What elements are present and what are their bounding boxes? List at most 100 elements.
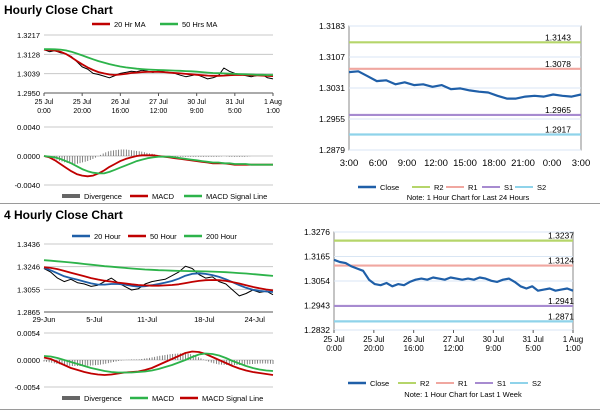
4h-price-xtick-label: 29-Jun xyxy=(33,315,56,324)
4h-levels-ytick: 1.2943 xyxy=(304,301,330,311)
hourly-price-xtick-label: 5:00 xyxy=(228,108,242,115)
hourly-price-xtick-label: 0:00 xyxy=(37,108,51,115)
hourly-price-ytick: 1.2950 xyxy=(17,89,40,98)
hourly-price-xtick-label: 31 Jul xyxy=(225,99,244,106)
4h-levels-xtick-label: 5:00 xyxy=(525,344,541,353)
4h-levels-legend-s1-label: S1 xyxy=(497,379,506,388)
hourly-price-xtick-label: 25 Jul xyxy=(35,99,54,106)
hourly-levels-ytick: 1.2879 xyxy=(319,145,345,155)
hourly-levels-xtick-label: 0:00 xyxy=(543,158,562,169)
4h-levels-xtick-label: 25 Jul xyxy=(323,335,345,344)
hourly-levels-legend-r1-label: R1 xyxy=(468,183,478,192)
hourly-price-50-hrs-ma-line xyxy=(44,48,273,76)
hourly-levels-xtick-label: 9:00 xyxy=(398,158,417,169)
4h-price-xtick-label: 18-Jul xyxy=(194,315,215,324)
hourly-price-xtick-label: 26 Jul xyxy=(111,99,130,106)
4h-levels-legend-s2-label: S2 xyxy=(532,379,541,388)
4h-levels-xtick-label: 16:00 xyxy=(404,344,425,353)
4h-levels-xtick-label: 25 Jul xyxy=(363,335,385,344)
4h-price-xtick-label: 24-Jul xyxy=(244,315,265,324)
hourly-levels-xtick-label: 15:00 xyxy=(453,158,477,169)
hourly-levels-xtick-label: 12:00 xyxy=(424,158,448,169)
4h-price-200-hour-line xyxy=(43,259,274,277)
hourly-macd-macd-signal-line-line xyxy=(43,155,273,175)
4h-price-close-line xyxy=(43,265,274,297)
hourly-price-xtick-label: 25 Jul xyxy=(73,99,92,106)
4h-levels-legend-r1-label: R1 xyxy=(458,379,468,388)
hourly-levels-ytick: 1.3031 xyxy=(319,83,345,93)
hourly-levels-ytick: 1.3183 xyxy=(319,21,345,31)
bottom-divider xyxy=(0,409,600,410)
4h-levels-ytick: 1.3165 xyxy=(304,252,330,262)
hourly-legend-50ma-label: 50 Hrs MA xyxy=(182,20,217,29)
hourly-price-xtick-label: 20:00 xyxy=(73,108,91,115)
4h-price-ytick: 1.3055 xyxy=(17,285,40,294)
hourly-levels-xtick-label: 18:00 xyxy=(482,158,506,169)
hourly-price-xtick-label: 27 Jul xyxy=(149,99,168,106)
4h-legend-20h-label: 20 Hour xyxy=(94,232,121,241)
4h-levels-ytick: 1.3276 xyxy=(304,227,330,237)
hourly-levels-level-value: 1.2965 xyxy=(545,105,571,115)
hourly-levels-note: Note: 1 Hour Chart for Last 24 Hours xyxy=(407,193,530,202)
hourly-levels-xtick-label: 21:00 xyxy=(511,158,535,169)
4h-levels-legend-r2-label: R2 xyxy=(420,379,430,388)
hourly-price-xtick-label: 9:00 xyxy=(190,108,204,115)
hourly-levels-xtick-label: 3:00 xyxy=(340,158,359,169)
4h-levels-xtick-label: 12:00 xyxy=(443,344,464,353)
hourly-price-xtick-label: 16:00 xyxy=(112,108,130,115)
hourly-levels-legend-s2-label: S2 xyxy=(537,183,546,192)
4h-levels-ytick: 1.2832 xyxy=(304,325,330,335)
4h-legend-50h-label: 50 Hour xyxy=(150,232,177,241)
hourly-section-title: Hourly Close Chart xyxy=(4,3,113,17)
hourly-levels-level-value: 1.2917 xyxy=(545,125,571,135)
4h-macd-ytick: 0.0054 xyxy=(17,329,40,338)
4h-levels-xtick-label: 26 Jul xyxy=(403,335,425,344)
4h-levels-legend-close-label: Close xyxy=(370,379,389,388)
hourly-levels-xtick-label: 3:00 xyxy=(572,158,591,169)
4h-levels-level-value: 1.3237 xyxy=(548,231,574,241)
4h-levels-xtick-label: 0:00 xyxy=(326,344,342,353)
4h-levels-xtick-label: 31 Jul xyxy=(522,335,544,344)
hourly-levels-level-value: 1.3143 xyxy=(545,32,571,42)
hourly-price-ytick: 1.3128 xyxy=(17,50,40,59)
4h-levels-xtick-label: 9:00 xyxy=(486,344,502,353)
hourly-price-xtick-label: 30 Jul xyxy=(187,99,206,106)
hourly-price-20-hr-ma-line xyxy=(43,48,274,77)
4h-price-50-hour-line xyxy=(43,266,274,292)
4h-levels-xtick-label: 1 Aug xyxy=(563,335,583,344)
4h-section-title: 4 Hourly Close Chart xyxy=(4,208,123,222)
hourly-levels-ytick: 1.2955 xyxy=(319,114,345,124)
hourly-levels-ytick: 1.3107 xyxy=(319,52,345,62)
4h-price-ytick: 1.3246 xyxy=(17,263,40,272)
4h-levels-level-value: 1.3124 xyxy=(548,256,574,266)
hourly-levels-legend-r2-label: R2 xyxy=(434,183,444,192)
hourly-macd-macd-line xyxy=(43,154,273,178)
hourly-legend-signal-label: MACD Signal Line xyxy=(206,192,267,201)
hourly-levels-legend-s1-label: S1 xyxy=(504,183,513,192)
4h-legend-macd-label: MACD xyxy=(152,394,175,403)
4h-levels-xtick-label: 30 Jul xyxy=(483,335,505,344)
4h-levels-ytick: 1.3054 xyxy=(304,276,330,286)
4h-macd-ytick: -0.0054 xyxy=(15,383,40,392)
hourly-price-xtick-label: 1:00 xyxy=(266,108,280,115)
4h-levels-xtick-label: 1:00 xyxy=(565,344,581,353)
hourly-price-xtick-label: 12:00 xyxy=(150,108,168,115)
4h-macd-macd-signal-line-line xyxy=(43,352,274,374)
hourly-price-ytick: 1.3039 xyxy=(17,70,40,79)
hourly-levels-level-value: 1.3078 xyxy=(545,59,571,69)
section-divider xyxy=(0,203,600,204)
4h-levels-xtick-label: 20:00 xyxy=(364,344,385,353)
4h-legend-signal-label: MACD Signal Line xyxy=(202,394,263,403)
4h-price-ytick: 1.3436 xyxy=(17,240,40,249)
4h-price-ytick: 1.2865 xyxy=(17,308,40,317)
4h-levels-close-line xyxy=(333,258,574,292)
hourly-levels-close-line xyxy=(348,70,582,100)
hourly-levels-legend-close-label: Close xyxy=(380,183,399,192)
hourly-macd-ytick: 0.0040 xyxy=(17,123,40,132)
4h-price-xtick-label: 5-Jul xyxy=(86,315,103,324)
4h-legend-divergence-label: Divergence xyxy=(84,394,122,403)
hourly-levels-xtick-label: 6:00 xyxy=(369,158,388,169)
hourly-price-ytick: 1.3217 xyxy=(17,31,40,40)
4h-macd-macd-line xyxy=(43,350,274,376)
